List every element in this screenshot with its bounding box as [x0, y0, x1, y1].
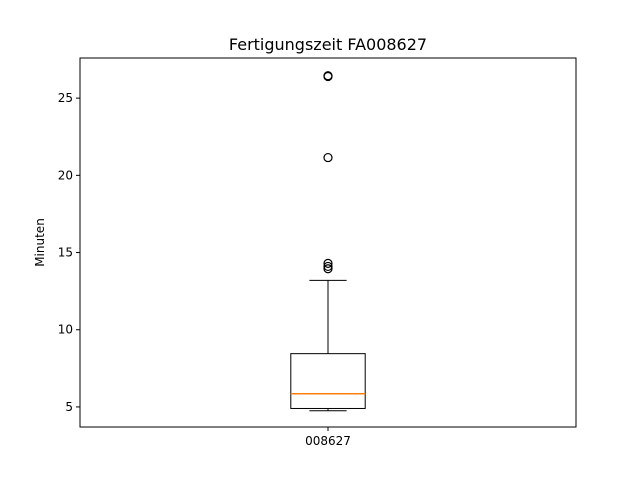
- y-tick-label: 10: [58, 323, 73, 337]
- outlier-point: [323, 71, 333, 81]
- chart-title: Fertigungszeit FA008627: [229, 35, 427, 54]
- y-tick-label: 5: [65, 400, 73, 414]
- plot-area: 5 10 15 20 25 008627: [58, 57, 577, 448]
- y-axis: 5 10 15 20 25: [58, 91, 80, 414]
- plot-frame: [79, 57, 577, 428]
- y-tick-label: 15: [58, 246, 73, 260]
- box-series: [290, 71, 366, 412]
- x-tick-label: 008627: [305, 434, 351, 448]
- iqr-box: [290, 353, 366, 409]
- y-axis-label: Minuten: [33, 218, 47, 267]
- x-axis: 008627: [305, 427, 351, 448]
- outlier-point: [323, 261, 333, 272]
- y-tick-label: 25: [58, 91, 73, 105]
- outlier-point: [323, 264, 333, 274]
- y-tick-label: 20: [58, 168, 73, 182]
- outlier-point: [323, 152, 333, 163]
- outlier-point: [323, 258, 333, 268]
- box-group: [290, 71, 366, 412]
